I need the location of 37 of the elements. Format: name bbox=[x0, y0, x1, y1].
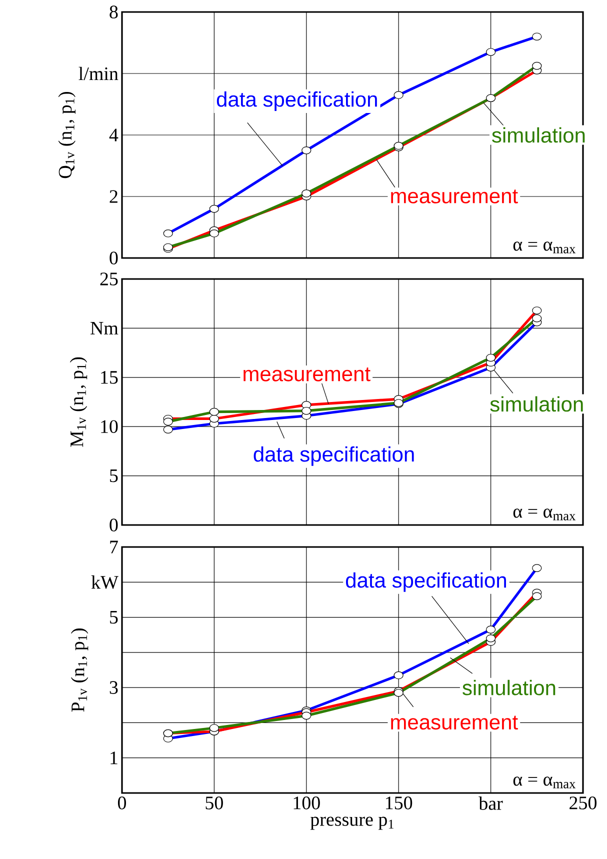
y-tick-label: 15 bbox=[101, 371, 118, 384]
y-tick-label: Nm bbox=[90, 322, 118, 334]
y-tick-label: 7 bbox=[110, 540, 118, 554]
legend-label: data specification bbox=[254, 446, 414, 466]
y-tick-label: 2 bbox=[110, 190, 118, 203]
x-tick-label: 150 bbox=[386, 796, 412, 810]
y-tick-label: 5 bbox=[110, 469, 118, 482]
y-tick-label: 3 bbox=[110, 681, 118, 694]
x-tick-label: 50 bbox=[206, 796, 223, 810]
legend-label: measurement bbox=[391, 716, 518, 730]
y-tick-label: 1 bbox=[110, 752, 118, 764]
legend-label: simulation bbox=[490, 396, 583, 412]
y-tick-label: 5 bbox=[110, 610, 118, 624]
x-tick-label: 250 bbox=[570, 796, 597, 810]
legend-label: simulation bbox=[492, 127, 585, 143]
y-tick-label: 0 bbox=[110, 518, 118, 532]
y-tick-label: 0 bbox=[110, 252, 118, 264]
y-axis-title: P$_{1v}$ (n$_{1}$, p$_{1}$) bbox=[70, 628, 88, 712]
annotation: α = α$_{max}$ bbox=[513, 776, 576, 788]
annotation: α = α$_{max}$ bbox=[513, 508, 576, 520]
y-axis-title: M$_{1v}$ (n$_{1}$, p$_{1}$) bbox=[70, 357, 88, 447]
y-tick-label: kW bbox=[91, 575, 118, 589]
y-tick-label: l/min bbox=[78, 66, 118, 80]
x-tick-label: bar bbox=[478, 796, 503, 810]
x-tick-label: 100 bbox=[294, 796, 320, 810]
series-label: data specification bbox=[216, 91, 377, 111]
y-tick-label: 8 bbox=[110, 6, 118, 18]
series-label: measurement bbox=[244, 368, 370, 382]
y-axis-title: Q$_{1v}$ (n$_{1}$, p$_{1}$) bbox=[58, 92, 76, 178]
x-axis-title: pressure p$_{1}$ bbox=[310, 816, 394, 830]
series-label: data specification bbox=[346, 572, 506, 592]
y-tick-label: 25 bbox=[100, 272, 118, 286]
y-tick-label: 10 bbox=[101, 420, 118, 434]
legend-label: measurement bbox=[391, 190, 518, 204]
annotation: α = α$_{max}$ bbox=[513, 242, 576, 254]
y-tick-label: 4 bbox=[109, 128, 118, 142]
legend-label: simulation bbox=[462, 680, 556, 696]
